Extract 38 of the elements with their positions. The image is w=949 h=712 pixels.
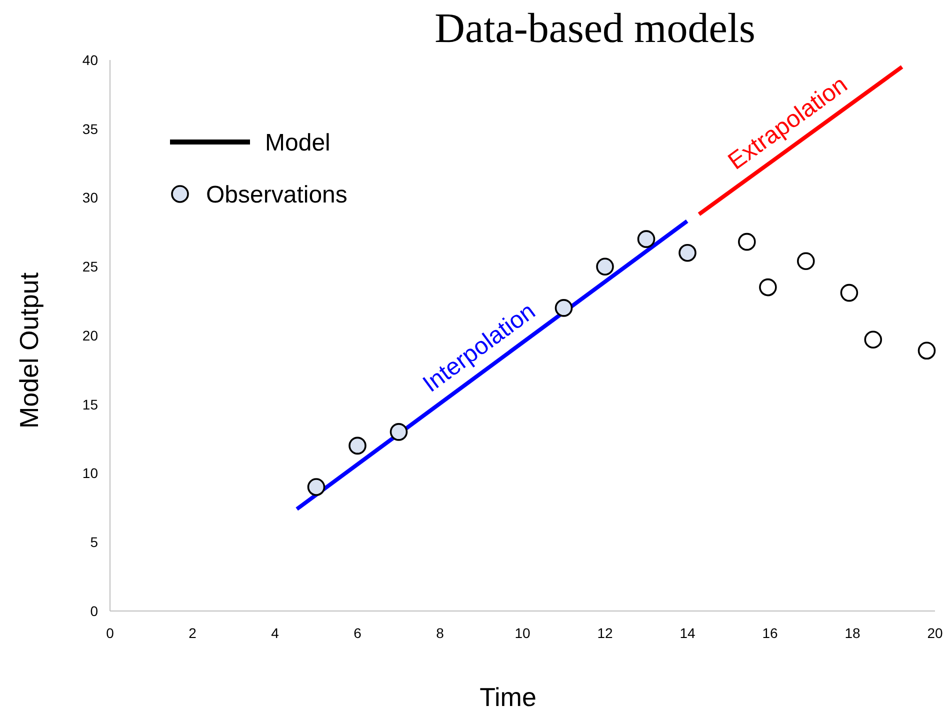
annotation: Model (265, 129, 330, 156)
chart-title: Data-based models (434, 6, 756, 52)
x-tick-label: 4 (271, 625, 280, 641)
x-tick-label: 0 (106, 625, 114, 641)
x-tick-label: 12 (597, 625, 613, 641)
x-tick-label: 10 (514, 625, 530, 641)
point (759, 278, 777, 296)
y-tick-label: 35 (82, 120, 98, 137)
y-tick-label: 15 (82, 396, 98, 412)
point (637, 230, 656, 248)
y-tick-label: 0 (90, 602, 98, 619)
x-tick-label: 18 (844, 625, 860, 641)
point (307, 478, 326, 496)
y-tick-label: 5 (90, 534, 98, 550)
point (678, 244, 696, 262)
point (796, 252, 815, 270)
y-tick-label: 30 (82, 190, 98, 206)
point (554, 299, 573, 317)
x-tick-label: 14 (680, 625, 696, 641)
point (348, 436, 366, 455)
point (596, 258, 614, 276)
y-axis-title: Model Output (14, 272, 44, 429)
x-axis-title: Time (480, 682, 536, 712)
point (918, 342, 936, 360)
y-tick-label: 10 (82, 465, 98, 482)
x-tick-label: 16 (762, 625, 778, 641)
point (390, 423, 408, 441)
x-tick-label: 20 (927, 625, 943, 641)
y-tick-label: 40 (82, 52, 98, 68)
point (864, 330, 882, 349)
x-tick-label: 2 (188, 625, 197, 641)
x-tick-label: 6 (354, 625, 362, 641)
y-tick-label: 25 (82, 258, 98, 275)
y-tick-label: 20 (82, 327, 98, 344)
point (738, 232, 756, 251)
legend-label: Observations (206, 181, 348, 208)
point (840, 284, 858, 302)
x-tick-label: 8 (436, 625, 444, 641)
